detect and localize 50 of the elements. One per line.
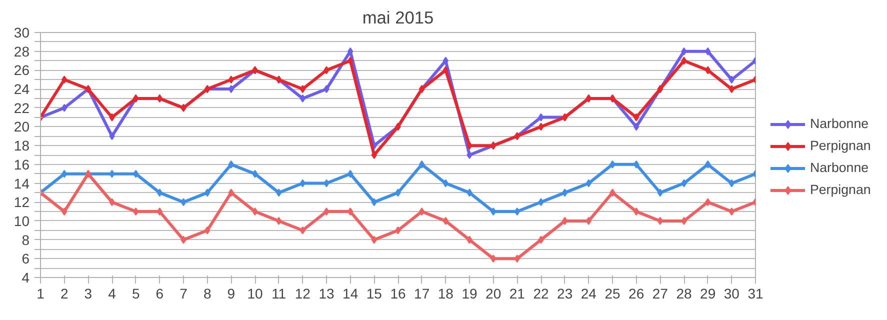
x-tick-label: 14 (342, 286, 358, 302)
x-tick-label: 3 (84, 286, 92, 302)
x-tick-label: 11 (272, 286, 286, 302)
y-tick-label: 14 (14, 175, 30, 192)
x-tick-label: 8 (203, 286, 212, 302)
legend-label: Perpignan (810, 138, 871, 153)
x-tick-label: 9 (227, 286, 236, 302)
y-tick-label: 16 (14, 156, 30, 172)
y-tick-label: 6 (22, 250, 30, 267)
legend-label: Perpignan (810, 182, 871, 197)
x-tick-label: 31 (748, 286, 764, 302)
x-tick-label: 28 (676, 286, 692, 302)
x-tick-label: 18 (438, 286, 454, 302)
y-tick-label: 30 (14, 24, 30, 40)
x-tick-label: 22 (533, 286, 549, 302)
x-tick-label: 17 (414, 286, 430, 302)
y-tick-label: 24 (14, 81, 30, 98)
x-tick-label: 13 (318, 286, 334, 302)
x-tick-label: 24 (580, 286, 597, 302)
x-tick-label: 25 (604, 286, 620, 302)
y-tick-label: 4 (22, 270, 30, 286)
y-tick-label: 28 (14, 43, 30, 60)
x-tick-label: 5 (132, 286, 140, 302)
legend-label: Narbonne (810, 160, 869, 175)
y-tick-label: 18 (14, 138, 30, 154)
chart-title: mai 2015 (362, 8, 434, 28)
x-tick-label: 15 (366, 286, 382, 302)
y-tick-label: 10 (14, 212, 30, 229)
x-tick-label: 16 (390, 286, 406, 302)
x-tick-label: 2 (60, 286, 68, 302)
legend-label: Narbonne (810, 116, 869, 131)
x-tick-label: 1 (36, 286, 45, 302)
x-tick-label: 21 (509, 286, 526, 302)
x-tick-label: 26 (628, 286, 644, 302)
x-tick-label: 6 (156, 286, 164, 302)
y-tick-label: 26 (14, 62, 30, 78)
y-tick-label: 8 (22, 232, 30, 248)
x-tick-label: 23 (557, 286, 573, 302)
x-tick-label: 7 (180, 286, 188, 302)
y-tick-label: 12 (14, 194, 30, 210)
x-tick-label: 27 (652, 286, 668, 302)
x-tick-label: 29 (700, 286, 716, 302)
x-tick-label: 10 (247, 286, 263, 302)
x-tick-label: 20 (486, 286, 502, 302)
x-tick-label: 4 (108, 286, 116, 302)
x-tick-label: 30 (724, 286, 740, 302)
y-tick-label: 22 (14, 100, 30, 116)
x-tick-label: 12 (294, 286, 311, 302)
y-tick-label: 20 (14, 118, 30, 135)
x-tick-label: 19 (462, 286, 478, 302)
